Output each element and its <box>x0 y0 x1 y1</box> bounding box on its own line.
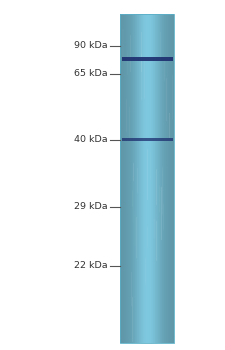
Bar <box>120 14 174 343</box>
Text: 65 kDa: 65 kDa <box>74 69 108 78</box>
Text: 22 kDa: 22 kDa <box>74 261 108 271</box>
Bar <box>122 57 173 61</box>
Text: 90 kDa: 90 kDa <box>74 41 108 50</box>
Bar <box>122 138 173 141</box>
Text: 29 kDa: 29 kDa <box>74 202 108 211</box>
Text: 40 kDa: 40 kDa <box>74 135 108 145</box>
